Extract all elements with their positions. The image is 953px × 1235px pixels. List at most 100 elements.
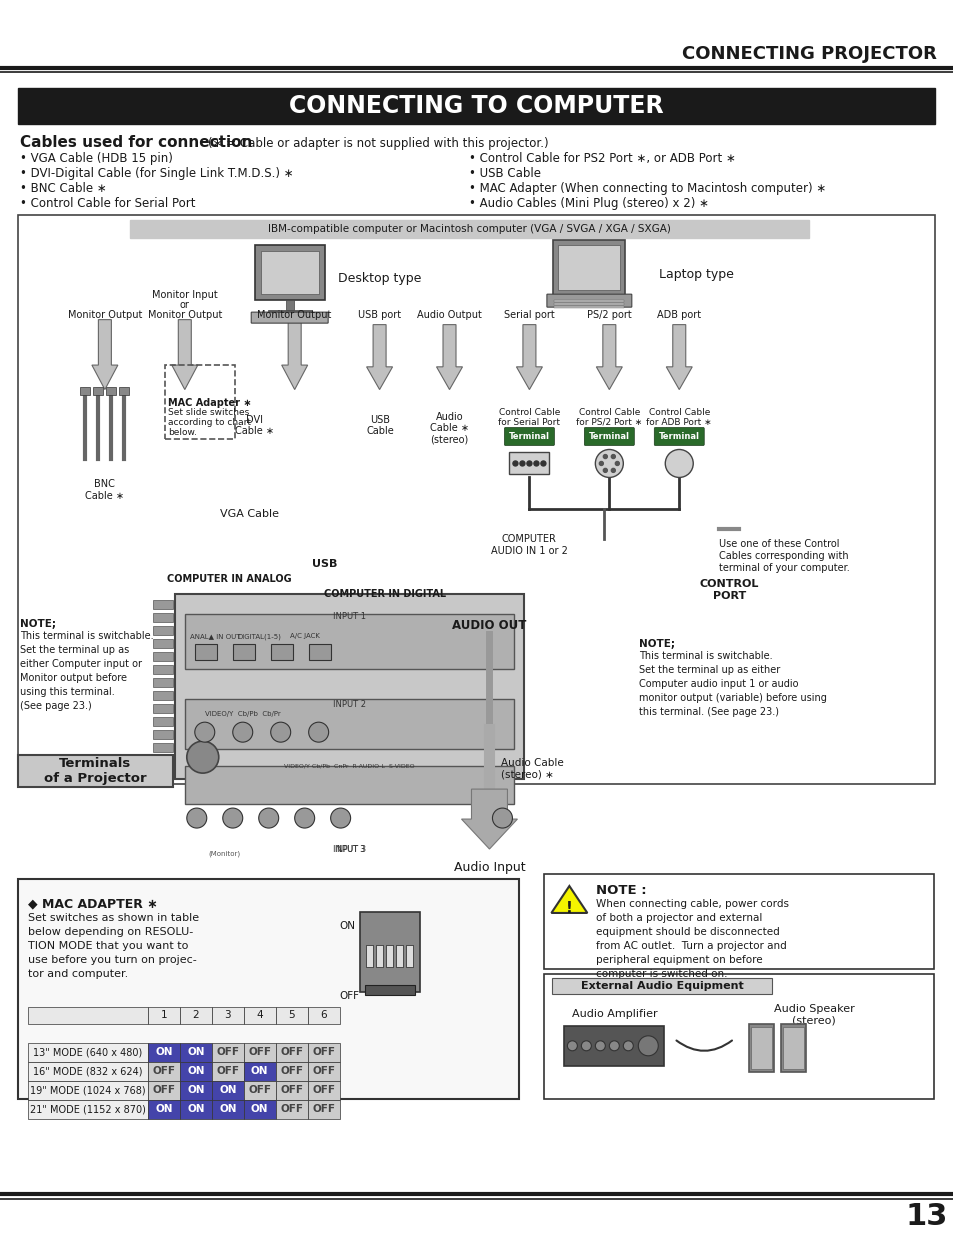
Circle shape <box>580 1041 591 1051</box>
Text: VIDEO/Y  Cb/Pb  Cb/Pr: VIDEO/Y Cb/Pb Cb/Pr <box>205 711 280 718</box>
Bar <box>152 718 172 726</box>
Text: Laptop type: Laptop type <box>659 268 734 280</box>
Bar <box>152 666 172 674</box>
Text: or: or <box>180 300 190 310</box>
Circle shape <box>194 722 214 742</box>
Bar <box>185 614 514 669</box>
Bar <box>395 945 402 967</box>
Text: ON: ON <box>339 921 355 931</box>
Circle shape <box>602 454 607 458</box>
Text: Audio Input: Audio Input <box>454 861 525 874</box>
Text: Terminal: Terminal <box>508 432 549 441</box>
Bar <box>106 387 115 394</box>
Text: INPUT 3: INPUT 3 <box>335 845 364 853</box>
Bar <box>308 1081 339 1099</box>
Text: OFF: OFF <box>339 990 359 1000</box>
Polygon shape <box>461 789 517 848</box>
Text: INPUT 3: INPUT 3 <box>333 845 366 853</box>
Text: OFF: OFF <box>152 1066 175 1076</box>
Bar <box>28 1007 148 1024</box>
Bar <box>748 1024 773 1072</box>
Bar <box>233 645 254 661</box>
Text: USB port: USB port <box>357 310 400 320</box>
Text: • MAC Adapter (When connecting to Macintosh computer) ∗: • MAC Adapter (When connecting to Macint… <box>469 182 826 195</box>
Text: 3: 3 <box>224 1010 231 1020</box>
Circle shape <box>534 461 538 466</box>
Text: OFF: OFF <box>152 1086 175 1095</box>
Text: !: ! <box>565 902 572 916</box>
Bar <box>554 303 623 305</box>
Bar <box>553 240 624 295</box>
Text: External Audio Equipment: External Audio Equipment <box>580 981 743 990</box>
Text: IBM-compatible computer or Macintosh computer (VGA / SVGA / XGA / SXGA): IBM-compatible computer or Macintosh com… <box>268 224 670 233</box>
Bar <box>243 1099 275 1119</box>
Text: • USB Cable: • USB Cable <box>469 167 541 180</box>
Bar <box>148 1042 179 1062</box>
Bar <box>179 1062 212 1081</box>
Text: OFF: OFF <box>312 1047 335 1057</box>
Circle shape <box>638 1036 658 1056</box>
Bar <box>18 88 934 124</box>
Text: VIDEO/Y Cb/Pb  CnPr  R-AUDIO-L  S-VIDEO: VIDEO/Y Cb/Pb CnPr R-AUDIO-L S-VIDEO <box>284 763 415 768</box>
Bar <box>544 874 933 969</box>
Circle shape <box>595 450 622 478</box>
Bar <box>179 1042 212 1062</box>
Bar <box>130 220 808 237</box>
Bar <box>152 678 172 687</box>
Circle shape <box>622 1041 633 1051</box>
Text: USB
Cable: USB Cable <box>366 415 394 436</box>
Text: ADB port: ADB port <box>657 310 700 320</box>
Polygon shape <box>91 320 118 389</box>
Text: This terminal is switchable.
Set the terminal up as
either Computer input or
Mon: This terminal is switchable. Set the ter… <box>20 631 153 711</box>
Text: Audio Cable
(stereo) ∗: Audio Cable (stereo) ∗ <box>501 758 563 781</box>
Text: 13" MODE (640 x 480): 13" MODE (640 x 480) <box>33 1047 142 1057</box>
Bar <box>28 1099 148 1119</box>
Text: 4: 4 <box>256 1010 263 1020</box>
Text: NOTE;: NOTE; <box>20 619 56 630</box>
Text: ON: ON <box>155 1047 172 1057</box>
Text: COMPUTER IN DIGITAL: COMPUTER IN DIGITAL <box>323 589 445 599</box>
Bar <box>212 1042 243 1062</box>
FancyBboxPatch shape <box>251 312 328 324</box>
Bar <box>80 387 90 394</box>
Circle shape <box>602 468 607 473</box>
Text: 5: 5 <box>288 1010 294 1020</box>
Text: AUDIO OUT: AUDIO OUT <box>452 619 526 632</box>
Circle shape <box>233 722 253 742</box>
Text: 19" MODE (1024 x 768): 19" MODE (1024 x 768) <box>30 1086 146 1095</box>
Bar <box>212 1081 243 1099</box>
Bar <box>28 1062 148 1081</box>
Bar <box>364 984 415 995</box>
Bar <box>275 1007 308 1024</box>
Text: BNC
Cable ∗: BNC Cable ∗ <box>86 479 124 501</box>
Circle shape <box>526 461 532 466</box>
Text: OFF: OFF <box>248 1047 271 1057</box>
Bar <box>544 974 933 1099</box>
Circle shape <box>664 450 693 478</box>
Bar <box>152 652 172 661</box>
Circle shape <box>595 1041 605 1051</box>
Bar <box>212 1007 243 1024</box>
Circle shape <box>258 808 278 827</box>
Bar <box>174 594 524 779</box>
Bar <box>28 1081 148 1099</box>
Text: CONNECTING TO COMPUTER: CONNECTING TO COMPUTER <box>289 94 663 117</box>
Bar <box>92 387 103 394</box>
Bar <box>179 1007 212 1024</box>
Bar <box>18 755 172 787</box>
Text: Audio Speaker
(stereo): Audio Speaker (stereo) <box>773 1004 854 1025</box>
Text: OFF: OFF <box>248 1086 271 1095</box>
Text: • VGA Cable (HDB 15 pin): • VGA Cable (HDB 15 pin) <box>20 152 172 164</box>
Text: USB: USB <box>312 559 337 569</box>
Bar <box>308 1042 339 1062</box>
Text: 1: 1 <box>160 1010 167 1020</box>
Text: 21" MODE (1152 x 870): 21" MODE (1152 x 870) <box>30 1104 146 1114</box>
Text: • Audio Cables (Mini Plug (stereo) x 2) ∗: • Audio Cables (Mini Plug (stereo) x 2) … <box>469 196 709 210</box>
Bar <box>365 945 373 967</box>
Bar <box>179 1099 212 1119</box>
Text: Control Cable
for ADB Port ∗: Control Cable for ADB Port ∗ <box>646 408 711 427</box>
Bar <box>285 300 294 310</box>
Text: ANAL▲ IN OUT: ANAL▲ IN OUT <box>190 634 240 640</box>
Bar <box>275 1099 308 1119</box>
Circle shape <box>611 454 615 458</box>
